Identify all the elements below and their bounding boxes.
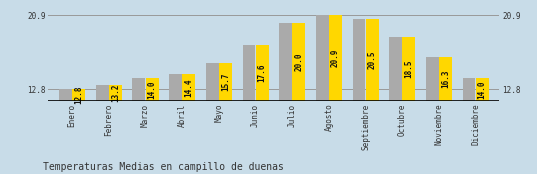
Bar (256, 45, 268, 101)
Bar (183, 74, 195, 101)
Bar (96, 85, 108, 101)
Bar (146, 78, 158, 101)
Bar (72, 89, 85, 101)
Bar (109, 85, 122, 101)
Text: 12.8: 12.8 (74, 86, 83, 104)
Text: 14.0: 14.0 (148, 80, 157, 99)
Bar (366, 19, 379, 101)
Bar (169, 74, 182, 101)
Text: 18.5: 18.5 (404, 60, 413, 78)
Text: 14.4: 14.4 (184, 78, 193, 97)
Text: 15.7: 15.7 (221, 73, 230, 91)
Bar (439, 57, 452, 101)
Text: Temperaturas Medias en campillo de duenas: Temperaturas Medias en campillo de duena… (43, 162, 284, 172)
Bar (206, 63, 219, 101)
Bar (402, 37, 415, 101)
Bar (59, 89, 72, 101)
Bar (279, 23, 292, 101)
Bar (462, 78, 475, 101)
Bar (292, 23, 305, 101)
Bar (316, 15, 329, 101)
Bar (476, 78, 489, 101)
Bar (243, 45, 256, 101)
Bar (219, 63, 232, 101)
Bar (352, 19, 365, 101)
Bar (329, 15, 342, 101)
Text: 17.6: 17.6 (258, 64, 267, 82)
Text: 20.5: 20.5 (368, 51, 376, 69)
Bar (133, 78, 146, 101)
Bar (389, 37, 402, 101)
Text: 14.0: 14.0 (478, 80, 487, 99)
Text: 13.2: 13.2 (111, 84, 120, 102)
Text: 16.3: 16.3 (441, 70, 450, 88)
Bar (426, 57, 439, 101)
Text: 20.0: 20.0 (294, 53, 303, 71)
Text: 20.9: 20.9 (331, 49, 340, 67)
